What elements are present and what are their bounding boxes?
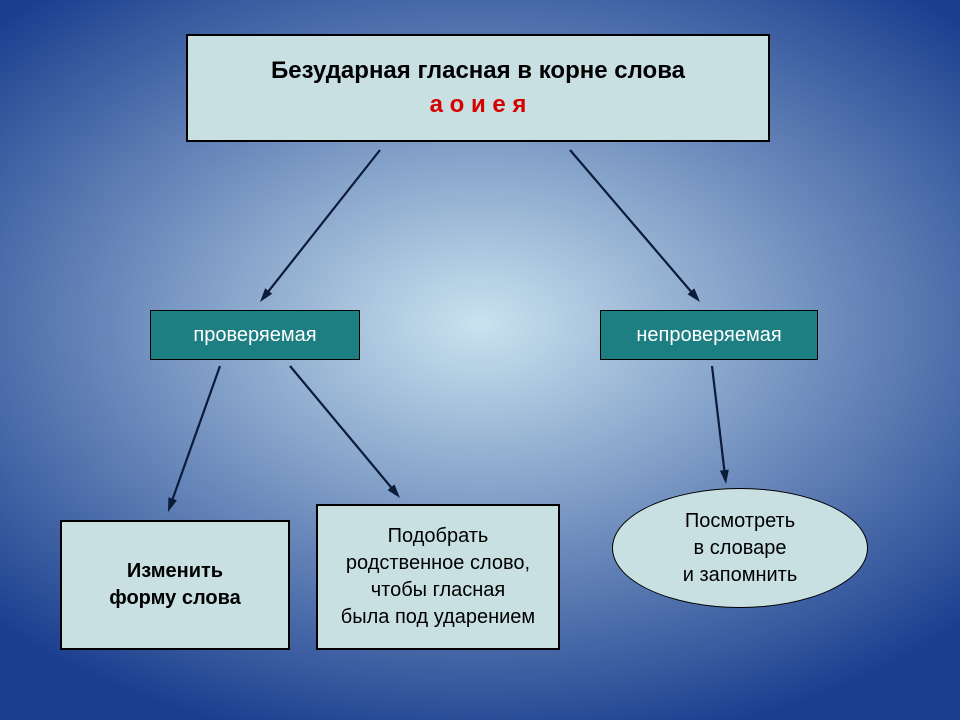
leaf-line: форму слова <box>109 585 241 612</box>
leaf3-node: Посмотретьв словареи запомнить <box>612 488 868 608</box>
leaf-line: Подобрать <box>388 523 489 550</box>
leaf-line: в словаре <box>694 535 787 562</box>
left-mid-label: проверяемая <box>193 324 316 347</box>
leaf-line: родственное слово, <box>346 550 530 577</box>
right-mid-node: непроверяемая <box>600 310 818 360</box>
leaf-line: и запомнить <box>683 562 798 589</box>
right-mid-label: непроверяемая <box>636 324 781 347</box>
leaf2-node: Подобратьродственное слово,чтобы гласная… <box>316 504 560 650</box>
leaf-line: была под ударением <box>341 604 535 631</box>
root-line1: Безударная гласная в корне слова <box>271 57 685 85</box>
leaf-line: чтобы гласная <box>371 577 506 604</box>
leaf-line: Изменить <box>127 558 223 585</box>
root-node: Безударная гласная в корне слова а о и е… <box>186 34 770 142</box>
left-mid-node: проверяемая <box>150 310 360 360</box>
leaf-line: Посмотреть <box>685 508 795 535</box>
root-line2: а о и е я <box>430 91 527 119</box>
leaf1-node: Изменитьформу слова <box>60 520 290 650</box>
